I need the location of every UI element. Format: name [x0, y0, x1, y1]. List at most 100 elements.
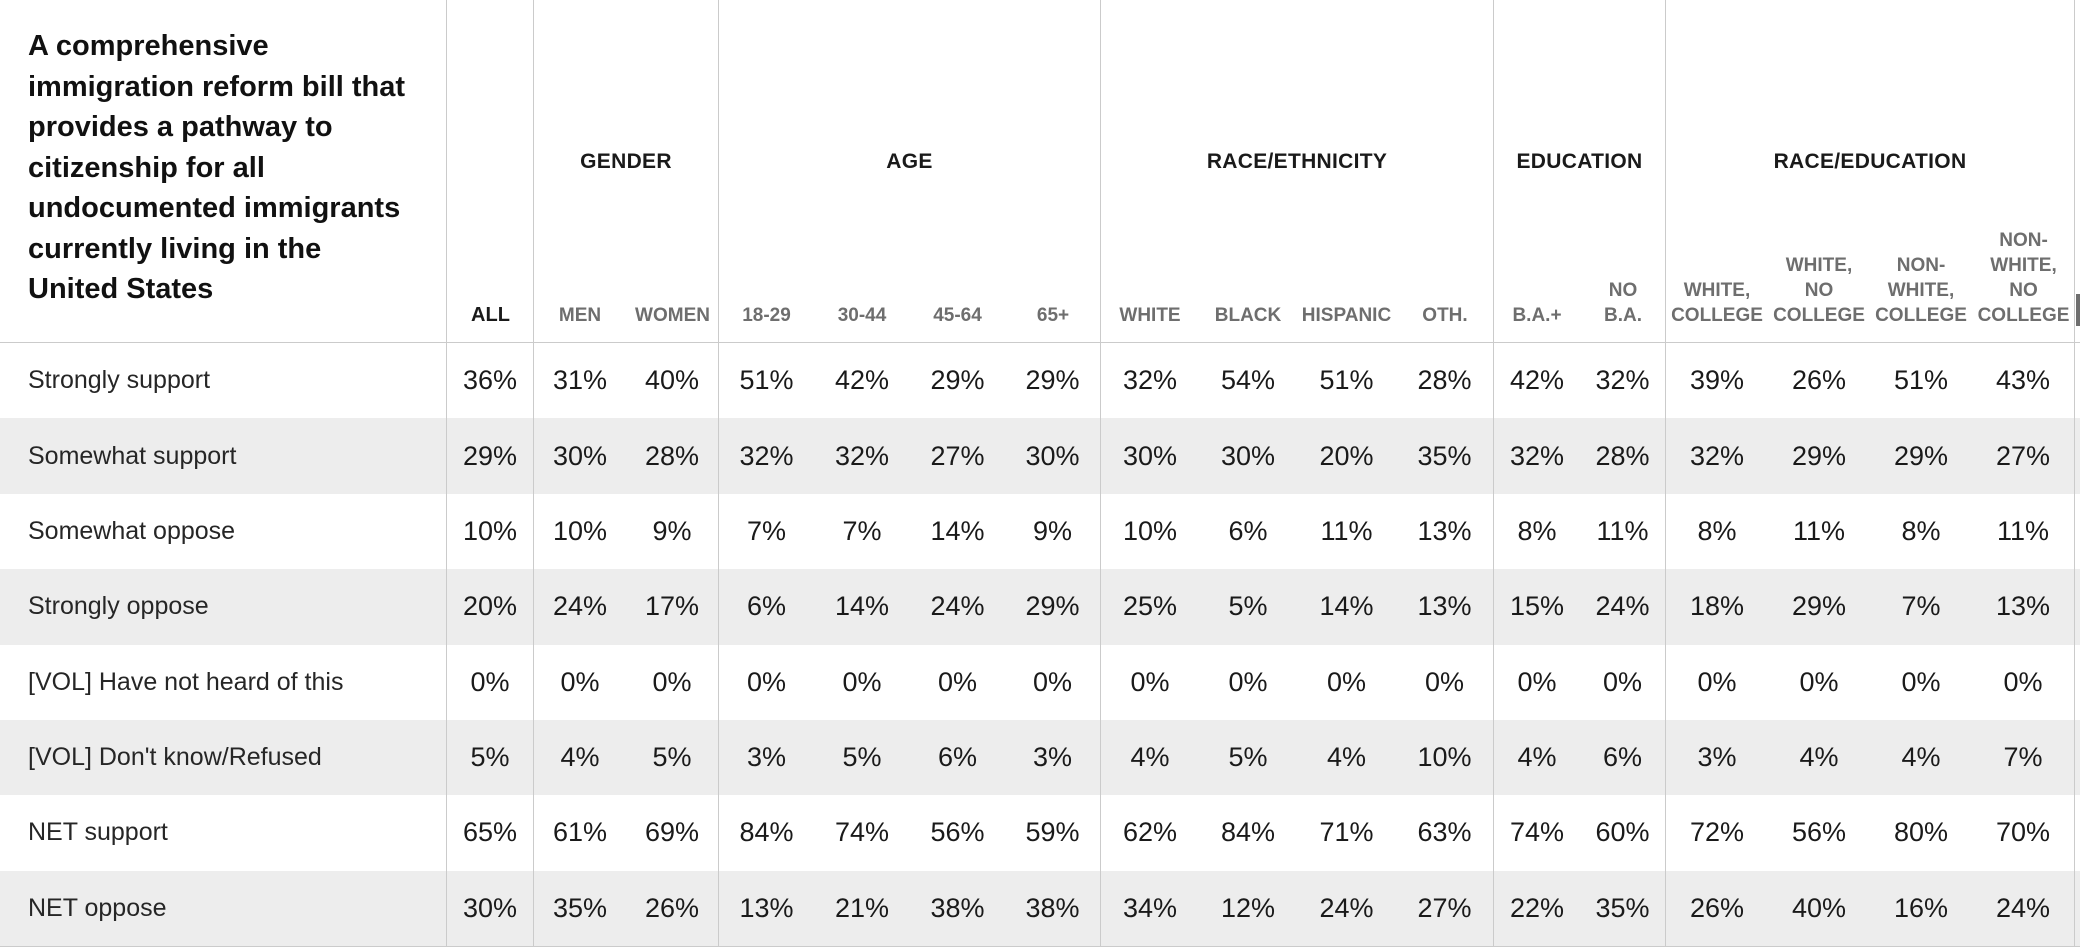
value-cell: 32% [739, 440, 794, 471]
section-title: EDUCATION [1516, 150, 1643, 173]
value-cell: 13% [1396, 493, 1494, 570]
value-cell: 0% [1005, 644, 1101, 720]
value-cell: 0% [1517, 666, 1557, 697]
value-cell: 27% [1972, 418, 2075, 494]
value-cell: 10% [552, 515, 608, 546]
truncated-cell [2075, 795, 2080, 870]
value-cell: 0% [1580, 644, 1666, 720]
value-cell: 0% [746, 666, 787, 697]
column-headers: ALL [447, 303, 533, 328]
value-cell: 40% [626, 343, 719, 419]
value-cell: 38% [1005, 870, 1101, 946]
value-cell: 22% [1509, 892, 1565, 923]
value-cell: 32% [1689, 440, 1745, 471]
row-label: NET oppose [0, 870, 447, 946]
truncated-cell [2075, 494, 2080, 569]
column-headers: 18-29 30-44 45-64 65+ [719, 303, 1100, 328]
column-header: 30-44 [837, 305, 887, 326]
value-cell: 30% [1005, 418, 1101, 494]
value-cell: 0% [1396, 644, 1494, 720]
value-cell: 61% [552, 817, 608, 848]
value-cell: 70% [1972, 795, 2075, 871]
row-label: Somewhat support [0, 418, 447, 494]
value-cell: 59% [1005, 795, 1101, 871]
value-cell: 56% [1791, 817, 1847, 848]
value-cell: 30% [552, 440, 608, 471]
value-cell: 9% [626, 493, 719, 570]
section-header-race-education: RACE/EDUCATION WHITE, COLLEGE WHITE, NO CO… [1666, 0, 2075, 342]
value-cell: 11% [1972, 493, 2075, 570]
value-cell: 39% [1689, 365, 1745, 396]
value-cell: 0% [1799, 666, 1839, 697]
value-cell: 9% [1005, 493, 1101, 570]
value-cell: 3% [1005, 719, 1101, 796]
value-cell: 74% [834, 817, 890, 848]
column-header: B.A.+ [1512, 305, 1562, 326]
truncated-cell [2075, 418, 2080, 493]
value-cell: 72% [1689, 817, 1745, 848]
section-title: AGE [886, 150, 933, 173]
section-header-all: ALL [447, 0, 534, 342]
truncated-cell [2075, 569, 2080, 644]
value-cell: 20% [447, 569, 534, 645]
value-cell: 7% [842, 515, 882, 546]
column-header: 65+ [1036, 305, 1070, 326]
value-cell: 11% [1580, 493, 1666, 570]
value-cell: 26% [626, 870, 719, 946]
value-cell: 7% [1901, 591, 1941, 622]
value-cell: 4% [1901, 742, 1941, 773]
row-label: NET support [0, 795, 447, 871]
value-cell: 13% [739, 892, 794, 923]
truncated-cell [2075, 645, 2080, 720]
column-headers: B.A.+ NO B.A. [1494, 278, 1665, 328]
value-cell: 24% [1972, 870, 2075, 946]
value-cell: 24% [930, 591, 985, 622]
value-cell: 27% [1396, 870, 1494, 946]
column-headers: MEN WOMEN [534, 303, 718, 328]
value-cell: 54% [1220, 365, 1276, 396]
value-cell: 28% [1580, 418, 1666, 494]
value-cell: 35% [1580, 870, 1666, 946]
value-cell: 0% [842, 666, 882, 697]
value-cell: 6% [937, 742, 978, 773]
value-cell: 29% [1791, 440, 1847, 471]
value-cell: 14% [834, 591, 890, 622]
table-row: NET oppose 30% 35% 26% 13% 21% 38% 38% 34% 12% 24%… [0, 870, 2080, 946]
value-cell: 12% [1220, 892, 1276, 923]
section-header-race-ethnicity: RACE/ETHNICITY WHITE BLACK HISPANIC OTH. [1101, 0, 1494, 342]
value-cell: 42% [1509, 365, 1565, 396]
value-cell: 14% [930, 515, 985, 546]
value-cell: 4% [1130, 742, 1170, 773]
value-cell: 8% [1697, 515, 1737, 546]
value-cell: 56% [930, 817, 985, 848]
value-cell: 6% [1580, 719, 1666, 796]
value-cell: 69% [626, 795, 719, 871]
value-cell: 29% [1791, 591, 1847, 622]
column-header: WHITE, NO COLLEGE [1773, 255, 1865, 326]
value-cell: 5% [447, 719, 534, 796]
value-cell: 0% [1326, 666, 1367, 697]
value-cell: 74% [1509, 817, 1565, 848]
column-header: WHITE, COLLEGE [1671, 280, 1763, 326]
section-title: RACE/EDUCATION [1773, 150, 1967, 173]
value-cell: 35% [1396, 418, 1494, 494]
section-title: RACE/ETHNICITY [1206, 150, 1388, 173]
table-row: [VOL] Don't know/Refused 5% 4% 5% 3% 5% 6% 3% 4%… [0, 719, 2080, 796]
row-label: Strongly support [0, 343, 447, 419]
value-cell: 80% [1893, 817, 1949, 848]
table-row: Somewhat oppose 10% 10% 9% 7% 7% 14% 9% 10% 6% 11%… [0, 493, 2080, 570]
value-cell: 28% [1396, 343, 1494, 419]
row-label: [VOL] Have not heard of this [0, 644, 447, 720]
column-header: MEN [558, 305, 602, 326]
value-cell: 8% [1517, 515, 1557, 546]
section-header-age: AGE 18-29 30-44 45-64 65+ [719, 0, 1101, 342]
table-header: A comprehensive immigration reform bill … [0, 0, 2080, 343]
row-label: Somewhat oppose [0, 493, 447, 570]
value-cell: 3% [1697, 742, 1737, 773]
value-cell: 0% [1228, 666, 1268, 697]
table-row: Strongly support 36% 31% 40% 51% 42% 29% 29% 32%… [0, 343, 2080, 419]
question-text: A comprehensive immigration reform bill … [28, 30, 406, 305]
value-cell: 71% [1319, 817, 1374, 848]
column-headers: WHITE, COLLEGE WHITE, NO COLLEGE NON- WHIT… [1666, 228, 2074, 328]
